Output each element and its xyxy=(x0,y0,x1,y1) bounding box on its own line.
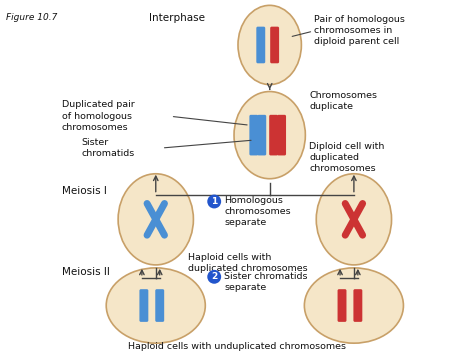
FancyBboxPatch shape xyxy=(139,289,148,322)
Ellipse shape xyxy=(234,92,305,179)
FancyBboxPatch shape xyxy=(155,289,164,322)
Text: Figure 10.7: Figure 10.7 xyxy=(6,13,57,22)
Ellipse shape xyxy=(106,268,205,343)
Text: Duplicated pair
of homologous
chromosomes: Duplicated pair of homologous chromosome… xyxy=(62,100,135,132)
Text: Meiosis II: Meiosis II xyxy=(62,267,109,277)
FancyBboxPatch shape xyxy=(277,115,286,155)
Text: Haploid cells with unduplicated chromosomes: Haploid cells with unduplicated chromoso… xyxy=(128,342,346,351)
Text: Chromosomes
duplicate: Chromosomes duplicate xyxy=(310,91,377,111)
Ellipse shape xyxy=(304,268,403,343)
Text: Sister
chromatids: Sister chromatids xyxy=(82,138,135,158)
FancyBboxPatch shape xyxy=(256,27,265,63)
Text: 2: 2 xyxy=(211,272,218,281)
FancyBboxPatch shape xyxy=(257,115,266,155)
FancyBboxPatch shape xyxy=(337,289,346,322)
Ellipse shape xyxy=(118,174,193,265)
Text: Diploid cell with
duplicated
chromosomes: Diploid cell with duplicated chromosomes xyxy=(310,142,385,173)
Text: 1: 1 xyxy=(211,197,218,206)
Ellipse shape xyxy=(238,5,301,84)
Text: Homologous
chromosomes
separate: Homologous chromosomes separate xyxy=(224,196,291,227)
Circle shape xyxy=(207,195,221,208)
FancyBboxPatch shape xyxy=(249,115,258,155)
Text: Sister chromatids
separate: Sister chromatids separate xyxy=(224,272,308,292)
Ellipse shape xyxy=(316,174,392,265)
Text: Haploid cells with
duplicated chromosomes: Haploid cells with duplicated chromosome… xyxy=(189,253,308,273)
FancyBboxPatch shape xyxy=(269,115,278,155)
FancyBboxPatch shape xyxy=(354,289,362,322)
FancyBboxPatch shape xyxy=(270,27,279,63)
Text: Interphase: Interphase xyxy=(149,13,205,23)
Text: Meiosis I: Meiosis I xyxy=(62,186,107,196)
Circle shape xyxy=(207,270,221,284)
Text: Pair of homologous
chromosomes in
diploid parent cell: Pair of homologous chromosomes in diploi… xyxy=(314,15,405,47)
